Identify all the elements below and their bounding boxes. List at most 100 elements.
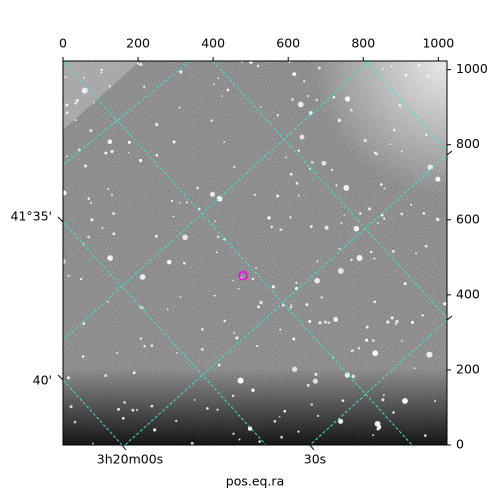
y-tick-label: 400 [456,286,480,301]
star [112,212,116,216]
star [110,150,114,154]
star [198,207,201,211]
star [321,160,327,166]
star [179,296,182,298]
star [259,300,263,305]
star [80,277,83,281]
star [190,441,194,445]
star [249,61,253,64]
star [260,106,262,108]
star [210,119,213,122]
y-tick-label: 600 [456,211,480,226]
coordinate-grid [63,61,447,445]
star [306,95,309,97]
star [92,101,95,104]
star [417,64,421,67]
star [214,220,217,223]
star [107,188,110,191]
star [422,211,426,215]
star [365,338,369,342]
star [381,398,385,402]
star [316,260,319,263]
star [290,304,293,306]
star [435,176,441,182]
star [344,372,350,378]
star [139,158,143,163]
star [256,345,259,348]
y-tick-label: 200 [456,361,480,376]
star [310,403,314,406]
star [341,399,345,402]
stars [63,61,447,445]
star [87,235,90,239]
star [289,216,292,219]
star [280,435,284,439]
star [136,62,140,65]
target-marker [238,270,248,281]
star [285,156,288,159]
star [373,151,377,155]
star [182,234,188,241]
star [297,101,304,108]
star [273,419,277,423]
star [391,249,395,253]
star [383,394,385,397]
star [238,438,241,441]
star [74,102,77,105]
star [278,415,281,418]
star [400,212,404,216]
star [270,225,273,229]
star [217,77,220,80]
star [121,416,125,420]
star [353,225,360,232]
star [291,98,294,101]
star [81,87,88,94]
star [276,114,279,117]
star [297,194,300,197]
star [351,374,356,379]
star [90,218,94,222]
star [132,371,136,375]
star [110,193,113,196]
star [143,345,146,348]
star [247,426,253,431]
star [251,277,255,281]
star [185,201,188,204]
star [392,411,395,414]
star [87,197,91,200]
star [297,149,301,152]
star [153,428,157,432]
star [258,440,262,443]
star [143,85,146,88]
star [413,367,416,370]
star [166,259,172,265]
star [63,190,67,196]
star [421,314,424,317]
x-tick-label: 400 [201,36,225,51]
star [352,349,354,352]
star [404,73,408,77]
world-ticks [57,150,453,451]
star [69,405,73,409]
star [217,363,221,367]
star [73,420,77,424]
star [63,258,66,265]
star [237,287,240,290]
star [309,225,313,228]
star [123,401,126,404]
star [150,404,154,408]
star [317,66,321,70]
star [409,203,413,206]
star [292,366,298,372]
star [116,351,119,354]
star [427,74,430,78]
y-tick-label: 1000 [456,61,488,76]
star [392,128,396,132]
star [253,193,257,196]
star [400,339,403,342]
star [337,118,342,123]
star [64,75,67,78]
star [216,195,223,202]
star [426,351,433,358]
